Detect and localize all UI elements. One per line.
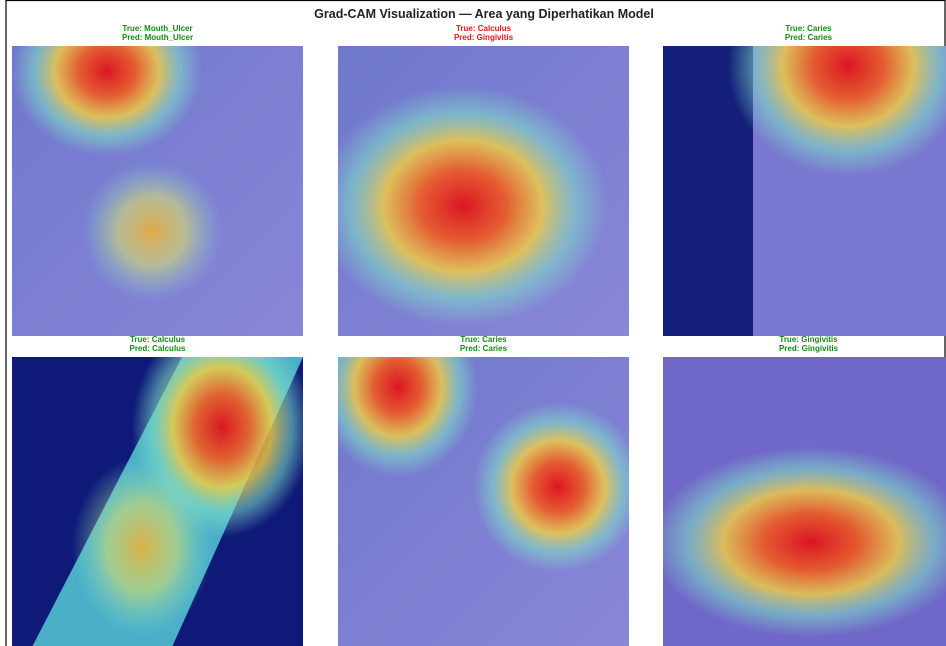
true-label: True: Gingivitis: [779, 335, 838, 344]
gradcam-image: [318, 46, 629, 336]
pred-label: Pred: Gingivitis: [779, 344, 839, 353]
true-label: True: Calculus: [130, 335, 186, 344]
pred-label: Pred: Calculus: [129, 344, 186, 353]
pred-label: Pred: Caries: [785, 33, 833, 42]
heatmap-layer: [82, 161, 222, 301]
pred-label: Pred: Caries: [460, 344, 508, 353]
figure: Grad-CAM Visualization — Area yang Diper…: [0, 0, 946, 646]
heatmap-layer: [72, 457, 212, 637]
pred-label: Pred: Mouth_Ulcer: [122, 33, 193, 42]
page: Grad-CAM Visualization — Area yang Diper…: [0, 0, 946, 646]
figure-title: Grad-CAM Visualization — Area yang Diper…: [314, 7, 654, 21]
true-label: True: Mouth_Ulcer: [122, 24, 192, 33]
gradcam-image: [12, 0, 303, 336]
true-label: True: Calculus: [456, 24, 512, 33]
heatmap-layer: [318, 86, 608, 326]
pred-label: Pred: Gingivitis: [454, 33, 514, 42]
true-label: True: Caries: [460, 335, 507, 344]
gradcam-image: [663, 0, 946, 336]
heatmap-layer: [473, 402, 643, 572]
gradcam-image: [12, 317, 312, 646]
gradcam-image: [651, 357, 946, 646]
true-label: True: Caries: [785, 24, 832, 33]
